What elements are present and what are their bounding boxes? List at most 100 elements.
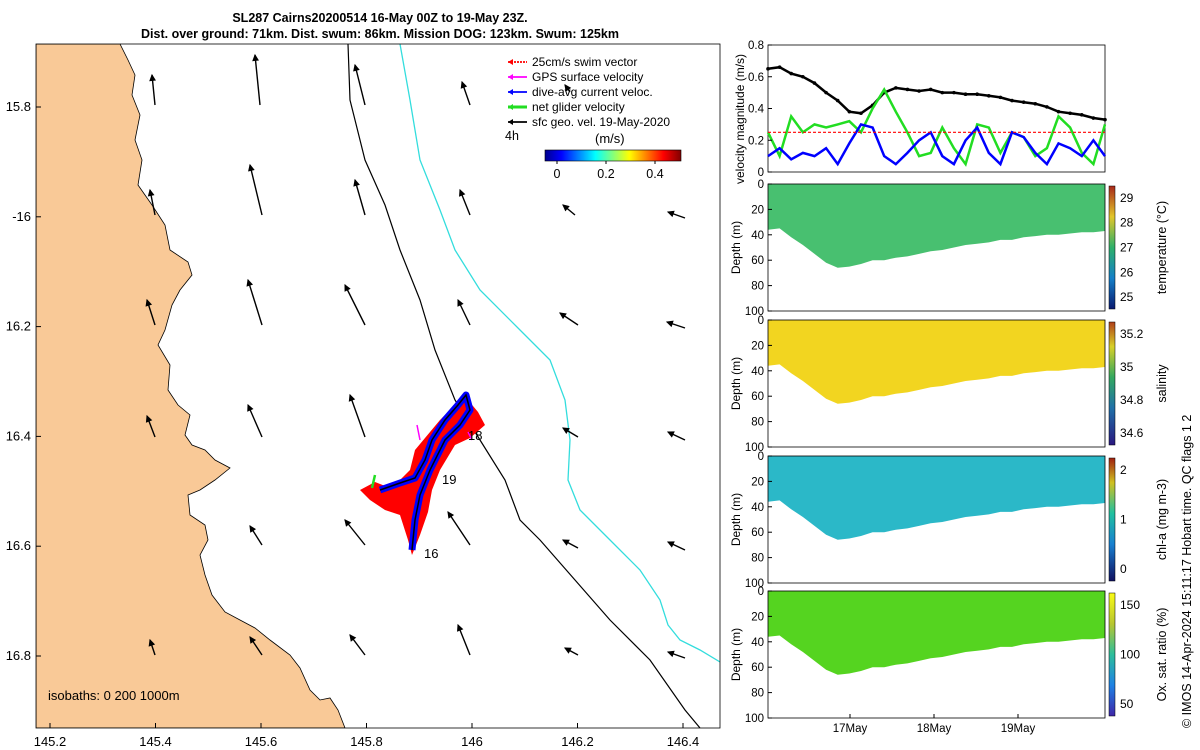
- geo-velocity-arrow: [249, 164, 263, 216]
- panel-frame: [767, 455, 1106, 584]
- legend-arrowhead: [508, 59, 513, 65]
- y-tick-label: 60: [751, 662, 764, 674]
- velocity-point: [905, 87, 910, 92]
- colorbar: [1108, 185, 1116, 310]
- geo-velocity-arrowhead: [344, 283, 351, 292]
- colorbar-label: temperature (°C): [1155, 201, 1169, 294]
- isobath-1000m: [399, 44, 720, 663]
- y-tick-label: 40: [751, 366, 764, 378]
- legend-label: 25cm/s swim vector: [532, 55, 637, 69]
- velocity-point: [1045, 105, 1049, 109]
- geo-velocity-arrowhead: [666, 541, 675, 548]
- x-tick-label: 145.8: [350, 734, 383, 749]
- day-label: 18: [468, 428, 482, 443]
- x-tick-label: 146: [461, 734, 483, 749]
- y-tick-label: 16.8: [6, 648, 31, 663]
- legend-label: net glider velocity: [532, 100, 625, 114]
- y-tick-label: 100: [745, 713, 764, 725]
- velocity-series-line: [767, 65, 1106, 121]
- y-tick-label: 80: [751, 281, 764, 293]
- geo-velocity-arrowhead: [457, 623, 464, 632]
- y-tick-label: 60: [751, 527, 764, 539]
- velocity-ylabel: velocity magnitude (m/s): [733, 53, 747, 184]
- velocity-point: [998, 95, 1003, 100]
- section-data-area: [768, 456, 1105, 540]
- section-data-area: [768, 591, 1105, 675]
- colorbar-tick-label: 2: [1120, 463, 1127, 477]
- geo-velocity-arrows: [145, 53, 686, 659]
- y-tick-label: 0: [758, 167, 764, 179]
- map-x-axis: 145.2 145.4 145.6 145.8 146 146.2 146.4: [34, 723, 699, 749]
- section-data-area: [768, 320, 1105, 404]
- geo-velocity-arrowhead: [353, 178, 360, 187]
- legend-label: sfc geo. vel. 19-May-2020: [532, 115, 670, 129]
- colorbar-label: salinity: [1155, 364, 1169, 403]
- isobath-note: isobaths: 0 200 1000m: [48, 688, 180, 703]
- geo-velocity-arrowhead: [562, 427, 570, 434]
- geo-velocity-arrowhead: [457, 298, 464, 307]
- y-tick-label: 20: [751, 340, 764, 352]
- colorbar-tick-label: 50: [1120, 697, 1134, 711]
- geo-velocity-arrowhead: [353, 63, 360, 72]
- y-tick-label: 0.8: [748, 40, 764, 52]
- x-tick-label: 145.2: [34, 734, 67, 749]
- velocity-panel: 0 0.2 0.4 0.6 0.8: [748, 40, 1107, 179]
- panel-frame: [767, 183, 1106, 312]
- legend-label: GPS surface velocity: [532, 70, 643, 84]
- velocity-point: [917, 89, 921, 93]
- y-tick-label: 40: [751, 637, 764, 649]
- colorbar-tick-label: 0: [554, 167, 561, 181]
- geo-velocity-arrow: [447, 511, 471, 546]
- geo-velocity-arrowhead: [562, 204, 570, 212]
- y-tick-label: 20: [751, 476, 764, 488]
- chart-subtitle: Dist. over ground: 71km. Dist. swum: 86k…: [141, 27, 619, 41]
- geo-velocity-arrowhead: [666, 210, 675, 218]
- y-tick-label: -16: [12, 209, 31, 224]
- map-panel: 18 19 16 isobaths: 0 200 1000m 145.2 145.…: [6, 43, 721, 749]
- y-tick-label: 0: [758, 586, 764, 598]
- map-y-axis: 15.8 -16 16.2 16.4 16.6 16.8: [6, 99, 41, 663]
- velocity-point: [1103, 117, 1107, 122]
- depth-axis-label: Depth (m): [729, 221, 743, 274]
- y-tick-label: 80: [751, 417, 764, 429]
- y-tick-label: 40: [751, 230, 764, 242]
- y-tick-label: 100: [745, 578, 764, 590]
- geo-velocity-arrow: [344, 284, 366, 326]
- velocity-point: [975, 92, 979, 97]
- legend-arrowhead: [508, 89, 513, 95]
- x-tick-label: 145.6: [245, 734, 278, 749]
- colorbar-tick-label: 1: [1120, 513, 1127, 527]
- y-tick-label: 0.4: [748, 104, 765, 116]
- x-tick-label: 17May: [833, 723, 868, 735]
- colorbar-tick-label: 27: [1120, 241, 1134, 255]
- y-tick-label: 20: [751, 204, 764, 216]
- geo-velocity-arrowhead: [344, 519, 352, 527]
- y-tick-label: 16.4: [6, 428, 31, 443]
- glider-track: [360, 391, 485, 555]
- geo-velocity-arrowhead: [564, 84, 572, 92]
- geo-velocity-arrow: [354, 64, 366, 106]
- x-tick-label: 145.4: [139, 734, 172, 749]
- geo-velocity-arrowhead: [559, 312, 567, 320]
- section-panel: 0 20 40 60 80 100 Depth (m) 34.6 34.8 35 35.2 salin…: [729, 315, 1169, 454]
- isobath-200m: [347, 44, 701, 728]
- y-tick-label: 0: [758, 451, 764, 463]
- colorbar-tick-label: 34.8: [1120, 393, 1144, 407]
- legend-label: dive-avg current veloc.: [532, 85, 653, 99]
- section-panel: 0 20 40 60 80 100 Depth (m) 50 100 150 Ox. sat. ra…: [729, 586, 1169, 735]
- velocity-point: [824, 90, 828, 95]
- y-tick-label: 16.2: [6, 319, 31, 334]
- colorbar-tick-label: 0.2: [597, 167, 614, 181]
- geo-velocity-arrowhead: [249, 636, 257, 644]
- section-panel: 0 20 40 60 80 100 Depth (m) 25 26 27 28 29 temperatu…: [729, 179, 1169, 318]
- y-tick-label: 80: [751, 553, 764, 565]
- geo-velocity-arrowhead: [459, 188, 466, 197]
- velocity-point: [894, 86, 898, 90]
- velocity-point: [928, 87, 933, 92]
- colorbar-tick-label: 0.4: [646, 167, 663, 181]
- depth-axis-label: Depth (m): [729, 628, 743, 681]
- y-tick-label: 40: [751, 502, 764, 514]
- geo-velocity-arrowhead: [148, 638, 156, 647]
- geo-velocity-arrow: [354, 179, 366, 216]
